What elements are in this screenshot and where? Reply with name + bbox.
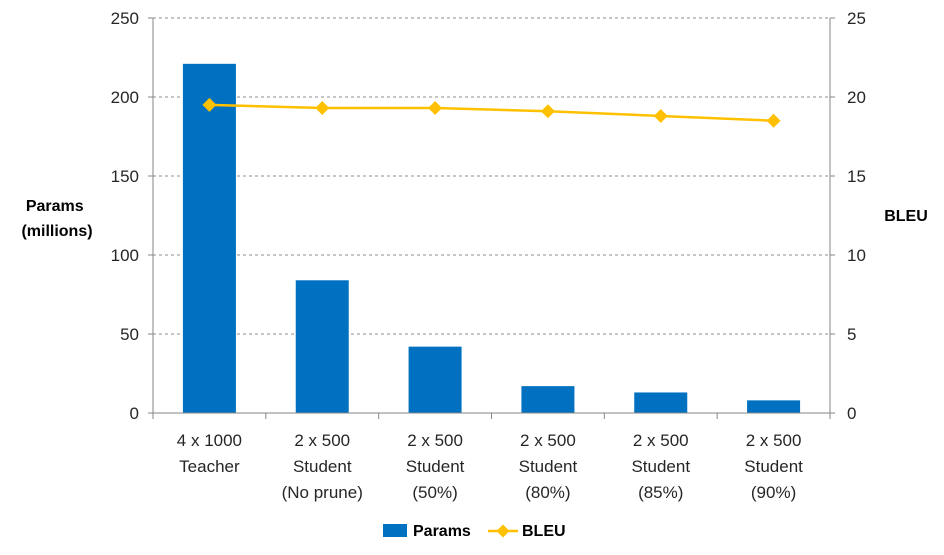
bleu-point [766,113,781,128]
left-axis-title-line-1: Params [26,198,84,215]
params-bar [521,386,575,413]
legend-params-swatch [383,524,407,537]
right-axis-ticks: 0 5 10 15 20 25 [830,9,866,423]
category-label: 4 x 1000 Teacher [177,431,242,476]
category-label: 2 x 500 Student (80%) [519,431,578,502]
category-label-line: Student [406,457,465,476]
category-label-line: Teacher [179,457,240,476]
category-label-line: Student [631,457,690,476]
category-label-line: 2 x 500 [294,431,350,450]
right-axis-tick-label: 20 [847,88,866,107]
bleu-point [315,101,330,116]
params-bar [295,280,349,413]
category-label-line: Student [744,457,803,476]
category-label-line: 2 x 500 [520,431,576,450]
right-axis-title: BLEU [884,208,928,225]
legend-params-label: Params [413,523,471,540]
bleu-point [428,101,443,116]
left-axis-tick-label: 200 [111,88,139,107]
left-axis-tick-label: 50 [120,325,139,344]
params-bar [408,346,462,413]
grid-lines [153,17,830,335]
left-axis-ticks: 0 50 100 150 200 250 [111,9,153,423]
params-bar [634,392,688,413]
left-axis-tick-label: 0 [130,404,139,423]
params-bars [182,63,801,413]
category-label-line: (No prune) [282,483,363,502]
legend: Params BLEU [383,523,566,540]
category-label-line: (85%) [638,483,683,502]
category-label-line: Student [293,457,352,476]
params-bar [747,400,801,413]
right-axis-tick-label: 10 [847,246,866,265]
legend-bleu-label: BLEU [522,523,566,540]
category-label-line: (80%) [525,483,570,502]
left-axis-tick-label: 150 [111,167,139,186]
left-axis-tick-label: 100 [111,246,139,265]
category-label-line: 2 x 500 [407,431,463,450]
bleu-point [653,108,668,123]
category-label: 2 x 500 Student (90%) [744,431,803,502]
right-axis-tick-label: 15 [847,167,866,186]
left-axis-tick-label: 250 [111,9,139,28]
bleu-point [202,97,217,112]
legend-bleu-diamond-icon [496,524,510,538]
right-axis-tick-label: 0 [847,404,856,423]
category-label-line: (50%) [412,483,457,502]
params-bar [182,63,236,413]
axes [152,18,831,419]
bleu-polyline [209,103,774,122]
category-label-line: Student [519,457,578,476]
right-axis-tick-label: 25 [847,9,866,28]
left-axis-title: Params (millions) [21,198,92,240]
category-label: 2 x 500 Student (50%) [406,431,465,502]
category-label: 2 x 500 Student (85%) [631,431,690,502]
left-axis-title-line-2: (millions) [21,223,92,240]
category-label-line: 4 x 1000 [177,431,242,450]
category-label-line: (90%) [751,483,796,502]
bleu-point [540,104,555,119]
right-axis-tick-label: 5 [847,325,856,344]
category-label: 2 x 500 Student (No prune) [282,431,363,502]
category-label-line: 2 x 500 [746,431,802,450]
category-label-line: 2 x 500 [633,431,689,450]
bleu-line [202,97,781,128]
